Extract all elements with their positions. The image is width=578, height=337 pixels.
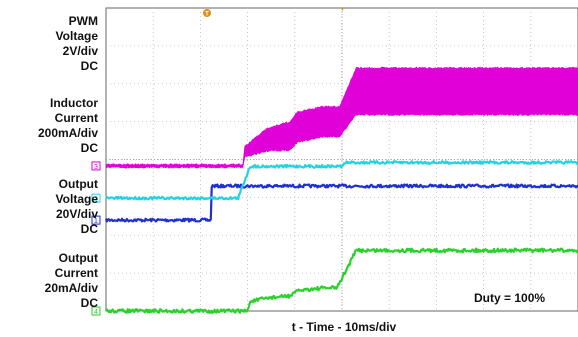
- channel-2-marker: 2: [91, 193, 101, 203]
- channel-1-trace: [104, 183, 578, 223]
- channel-4-trace: [105, 247, 578, 314]
- channel-1-label-line: PWM: [68, 14, 98, 28]
- trigger-position-marker: [341, 8, 344, 11]
- channel-markers: 1 3 2 4: [91, 161, 101, 316]
- channel-1-label-line: 2V/div: [62, 44, 98, 58]
- channel-1-label-line: Voltage: [55, 29, 98, 43]
- channel-1-marker-text: 1: [94, 218, 98, 225]
- channel-1-marker: 1: [91, 215, 101, 225]
- channel-3-label-line: Current: [54, 111, 98, 125]
- channel-4-label-line: DC: [80, 296, 98, 310]
- channel-2-marker-text: 2: [94, 196, 98, 203]
- channel-2-label-line: Voltage: [55, 192, 98, 206]
- channel-4-marker: 4: [91, 306, 101, 316]
- channel-4-label: Output Current 20mA/div DC: [0, 251, 98, 311]
- channel-2-trace: [105, 160, 578, 201]
- duty-annotation: Duty = 100%: [474, 291, 546, 305]
- channel-4-label-line: Current: [54, 266, 98, 280]
- channel-2-label-line: 20V/div: [55, 207, 98, 221]
- channel-2-label-line: Output: [58, 177, 98, 191]
- channel-1-label: PWM Voltage 2V/div DC: [0, 14, 98, 74]
- channel-3-trace: [105, 66, 578, 169]
- channel-3-label-line: DC: [80, 141, 98, 155]
- trigger-marker: T: [203, 9, 211, 18]
- channel-3-marker: 3: [91, 161, 101, 171]
- channel-3-label: Inductor Current 200mA/div DC: [0, 96, 98, 156]
- channel-2-label: Output Voltage 20V/div DC: [0, 177, 98, 237]
- trigger-marker-text: T: [205, 12, 209, 18]
- channel-4-label-line: Output: [58, 251, 98, 265]
- traces: [104, 66, 578, 314]
- channel-1-label-line: DC: [80, 59, 98, 73]
- channel-3-marker-text: 3: [94, 164, 98, 171]
- channel-4-label-line: 20mA/div: [44, 281, 98, 295]
- x-axis-label: t - Time - 10ms/div: [291, 320, 397, 334]
- channel-2-label-line: DC: [80, 222, 98, 236]
- channel-3-label-line: Inductor: [50, 96, 98, 110]
- channel-3-label-line: 200mA/div: [37, 126, 98, 140]
- channel-4-marker-text: 4: [94, 309, 98, 316]
